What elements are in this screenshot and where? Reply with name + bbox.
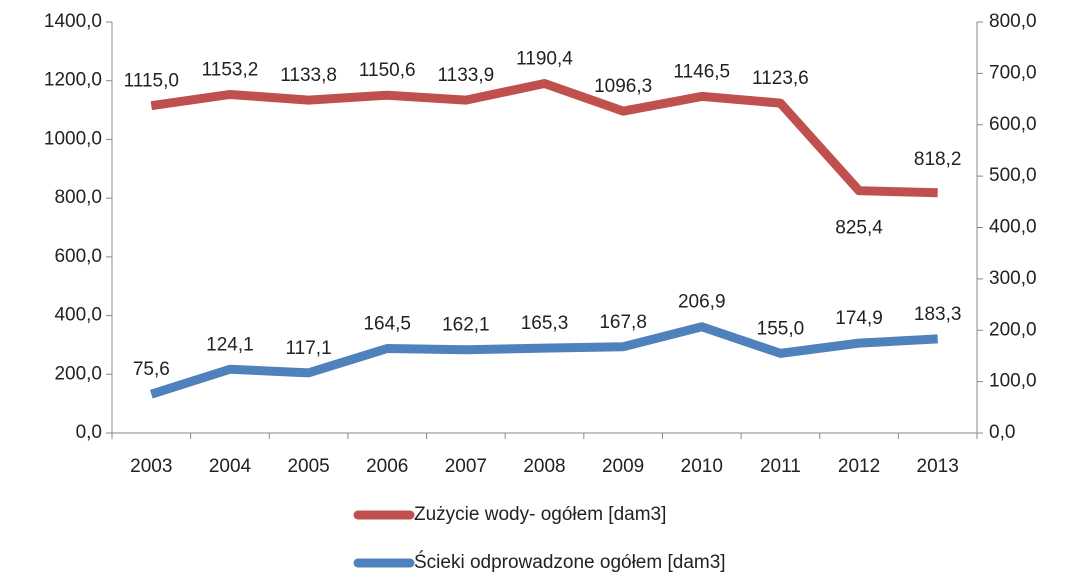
series-line	[150, 79, 938, 198]
y2-tick-label: 300,0	[989, 268, 1037, 289]
x-tick-label: 2010	[681, 456, 723, 477]
data-label: 1133,8	[280, 65, 337, 86]
data-label: 183,3	[914, 304, 962, 325]
y2-tick-label: 500,0	[989, 165, 1037, 186]
data-label: 117,1	[286, 338, 332, 359]
y2-tick-label: 600,0	[989, 114, 1037, 135]
data-label: 1133,9	[438, 65, 495, 86]
data-label: 825,4	[835, 218, 883, 239]
y-tick-label: 1200,0	[44, 70, 102, 91]
x-tick-label: 2011	[760, 456, 801, 477]
x-tick-label: 2007	[445, 456, 487, 477]
data-label: 1123,6	[752, 68, 809, 89]
data-label: 75,6	[133, 359, 170, 380]
data-label: 818,2	[914, 149, 962, 170]
y-tick-label: 1000,0	[44, 128, 102, 149]
y2-tick-label: 0,0	[989, 422, 1015, 443]
y-tick-label: 200,0	[54, 363, 102, 384]
data-label: 164,5	[363, 314, 411, 335]
data-label: 162,1	[442, 315, 490, 336]
x-tick-label: 2008	[523, 456, 565, 477]
data-label: 1115,0	[124, 71, 179, 92]
y-tick-label: 800,0	[54, 187, 102, 208]
data-label: 206,9	[678, 292, 726, 313]
y-tick-label: 600,0	[54, 246, 102, 267]
y2-tick-label: 700,0	[989, 62, 1037, 83]
data-label: 174,9	[835, 308, 883, 329]
y2-tick-label: 400,0	[989, 217, 1037, 238]
data-label: 167,8	[599, 312, 647, 333]
data-label: 155,0	[757, 318, 805, 339]
data-label: 124,1	[206, 334, 254, 355]
y2-tick-label: 200,0	[989, 319, 1037, 340]
y-tick-label: 400,0	[54, 305, 102, 326]
x-tick-label: 2004	[209, 456, 252, 477]
data-label: 1146,5	[673, 61, 730, 82]
x-tick-label: 2009	[602, 456, 644, 477]
x-tick-label: 2003	[130, 456, 172, 477]
data-label: 1150,6	[359, 60, 416, 81]
y-tick-label: 0,0	[76, 422, 102, 443]
data-label: 1153,2	[202, 59, 259, 80]
series-line	[149, 322, 938, 399]
y-tick-label: 1400,0	[44, 11, 102, 32]
x-tick-label: 2005	[287, 456, 329, 477]
data-label: 1190,4	[516, 49, 573, 70]
y2-tick-label: 800,0	[989, 11, 1037, 32]
y2-tick-label: 100,0	[989, 371, 1037, 392]
x-tick-label: 2006	[366, 456, 408, 477]
x-tick-label: 2012	[838, 456, 880, 477]
legend-label: Zużycie wody- ogółem [dam3]	[414, 504, 666, 525]
legend-label: Ścieki odprowadzone ogółem [dam3]	[414, 551, 726, 573]
data-label: 165,3	[521, 313, 569, 334]
x-tick-label: 2013	[917, 456, 959, 477]
data-label: 1096,3	[594, 76, 652, 97]
